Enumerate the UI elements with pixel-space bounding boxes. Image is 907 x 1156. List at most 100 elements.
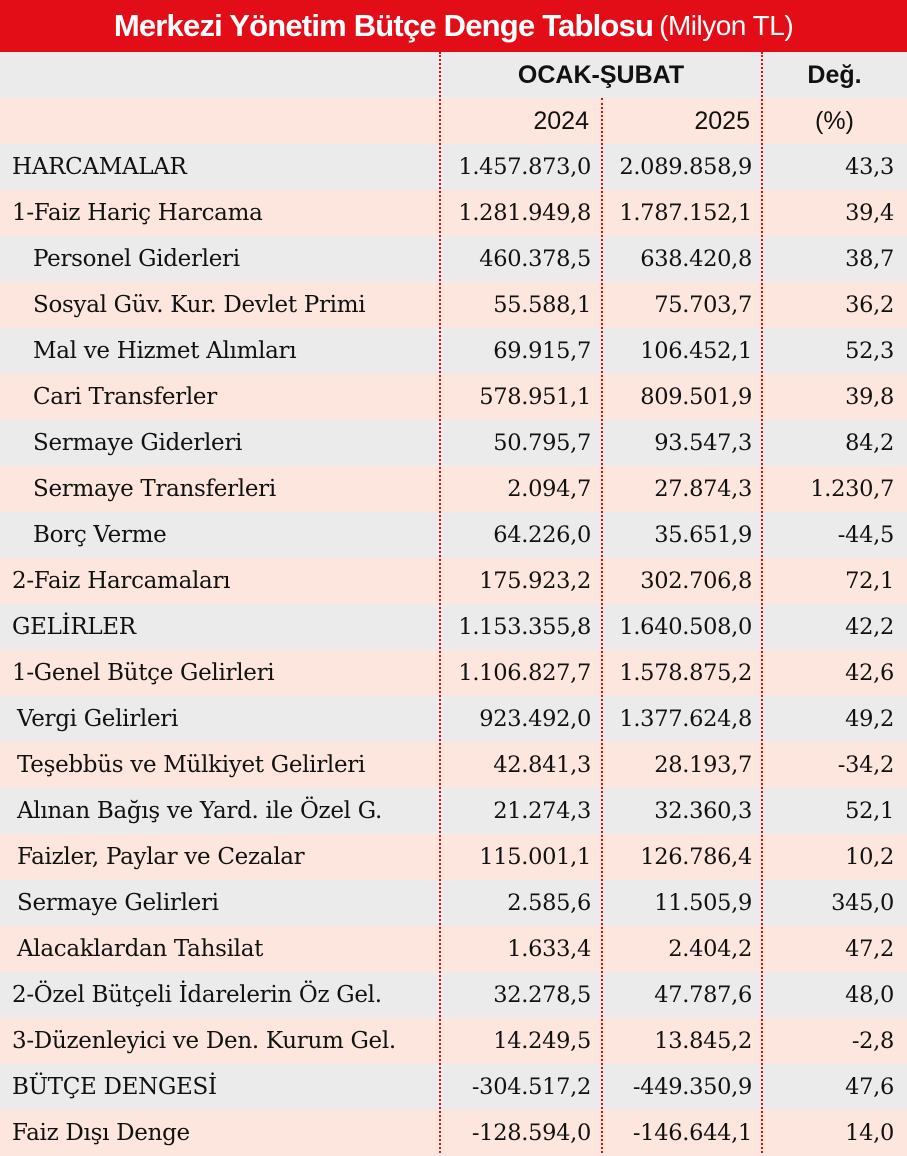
change-percent: 38,7 bbox=[845, 246, 894, 272]
value-2025: -449.350,9 bbox=[632, 1074, 752, 1100]
row-label: Mal ve Hizmet Alımları bbox=[33, 338, 297, 364]
row-label: 3-Düzenleyici ve Den. Kurum Gel. bbox=[12, 1028, 396, 1054]
value-2025: 93.547,3 bbox=[654, 430, 752, 456]
row-label: 2-Faiz Harcamaları bbox=[12, 568, 231, 594]
value-2024: 460.378,5 bbox=[479, 246, 591, 272]
value-2024: 115.001,1 bbox=[479, 844, 591, 870]
value-2024: 175.923,2 bbox=[479, 568, 591, 594]
column-divider bbox=[761, 52, 763, 1153]
change-percent: 1.230,7 bbox=[810, 476, 894, 502]
change-percent: 42,2 bbox=[845, 614, 894, 640]
table-title-bar: Merkezi Yönetim Bütçe Denge Tablosu (Mil… bbox=[0, 0, 907, 52]
value-2024: 1.457.873,0 bbox=[458, 154, 591, 180]
value-2025: 2.404,2 bbox=[668, 936, 752, 962]
table-row: 2-Özel Bütçeli İdarelerin Öz Gel. 32.278,… bbox=[0, 972, 907, 1018]
value-2024: -128.594,0 bbox=[471, 1120, 591, 1146]
value-2024: -304.517,2 bbox=[471, 1074, 591, 1100]
table-row: Teşebbüs ve Mülkiyet Gelirleri 42.841,3 28… bbox=[0, 742, 907, 788]
change-percent: 36,2 bbox=[845, 292, 894, 318]
row-label: Vergi Gelirleri bbox=[17, 706, 179, 732]
row-label: HARCAMALAR bbox=[12, 154, 187, 180]
header-row-period bbox=[0, 52, 907, 98]
row-label: BÜTÇE DENGESİ bbox=[12, 1074, 217, 1100]
value-2024: 55.588,1 bbox=[493, 292, 591, 318]
value-2024: 69.915,7 bbox=[493, 338, 591, 364]
value-2025: 106.452,1 bbox=[640, 338, 752, 364]
change-percent: 43,3 bbox=[845, 154, 894, 180]
table-row: HARCAMALAR 1.457.873,0 2.089.858,9 43,3 bbox=[0, 144, 907, 190]
value-2024: 1.281.949,8 bbox=[458, 200, 591, 226]
change-percent: 72,1 bbox=[845, 568, 894, 594]
table-row: Sermaye Gelirleri 2.585,6 11.505,9 345,0 bbox=[0, 880, 907, 926]
year-2025-header: 2025 bbox=[694, 106, 750, 135]
value-2025: -146.644,1 bbox=[632, 1120, 752, 1146]
value-2025: 47.787,6 bbox=[654, 982, 752, 1008]
change-percent: -34,2 bbox=[837, 752, 895, 778]
table-row: Personel Giderleri 460.378,5 638.420,8 38,7 bbox=[0, 236, 907, 282]
row-label: Faizler, Paylar ve Cezalar bbox=[17, 844, 305, 870]
value-2025: 28.193,7 bbox=[654, 752, 752, 778]
value-2024: 50.795,7 bbox=[493, 430, 591, 456]
value-2024: 923.492,0 bbox=[479, 706, 591, 732]
row-label: Faiz Dışı Denge bbox=[12, 1120, 190, 1146]
table-row: 1-Genel Bütçe Gelirleri 1.106.827,7 1.578.… bbox=[0, 650, 907, 696]
change-unit-header: (%) bbox=[815, 106, 854, 135]
value-2024: 64.226,0 bbox=[493, 522, 591, 548]
change-percent: 14,0 bbox=[845, 1120, 894, 1146]
value-2024: 1.153.355,8 bbox=[458, 614, 591, 640]
change-percent: 47,6 bbox=[845, 1074, 894, 1100]
table-row: Vergi Gelirleri 923.492,0 1.377.624,8 49,2 bbox=[0, 696, 907, 742]
value-2025: 2.089.858,9 bbox=[619, 154, 752, 180]
value-2025: 1.578.875,2 bbox=[619, 660, 752, 686]
row-label: 1-Faiz Hariç Harcama bbox=[12, 200, 263, 226]
table-row: 2-Faiz Harcamaları 175.923,2 302.706,8 72,1 bbox=[0, 558, 907, 604]
change-percent: 52,3 bbox=[845, 338, 894, 364]
column-divider bbox=[439, 52, 441, 1153]
table-row: Faizler, Paylar ve Cezalar 115.001,1 126.7… bbox=[0, 834, 907, 880]
table-row: BÜTÇE DENGESİ -304.517,2 -449.350,9 47,6 bbox=[0, 1064, 907, 1110]
table-row: Sermaye Giderleri 50.795,7 93.547,3 84,2 bbox=[0, 420, 907, 466]
value-2025: 1.787.152,1 bbox=[619, 200, 752, 226]
value-2024: 14.249,5 bbox=[493, 1028, 591, 1054]
row-label: GELİRLER bbox=[12, 614, 136, 640]
value-2024: 2.094,7 bbox=[507, 476, 591, 502]
row-label: Personel Giderleri bbox=[33, 246, 240, 272]
table-row: 1-Faiz Hariç Harcama 1.281.949,8 1.787.152… bbox=[0, 190, 907, 236]
row-label: Cari Transferler bbox=[33, 384, 217, 410]
value-2025: 809.501,9 bbox=[640, 384, 752, 410]
value-2025: 13.845,2 bbox=[654, 1028, 752, 1054]
row-label: Alacaklardan Tahsilat bbox=[17, 936, 264, 962]
header-row-years: 2024 2025 (%) bbox=[0, 98, 907, 144]
value-2025: 302.706,8 bbox=[640, 568, 752, 594]
row-label: 2-Özel Bütçeli İdarelerin Öz Gel. bbox=[12, 982, 382, 1008]
change-percent: 10,2 bbox=[845, 844, 894, 870]
value-2025: 75.703,7 bbox=[654, 292, 752, 318]
table-row: Alacaklardan Tahsilat 1.633,4 2.404,2 47,2 bbox=[0, 926, 907, 972]
value-2025: 32.360,3 bbox=[654, 798, 752, 824]
change-percent: -44,5 bbox=[837, 522, 895, 548]
row-label: Sermaye Gelirleri bbox=[17, 890, 219, 916]
change-percent: 42,6 bbox=[845, 660, 894, 686]
value-2025: 638.420,8 bbox=[640, 246, 752, 272]
table-row: Faiz Dışı Denge -128.594,0 -146.644,1 14,0 bbox=[0, 1110, 907, 1156]
year-2024-header: 2024 bbox=[533, 106, 589, 135]
value-2024: 1.633,4 bbox=[507, 936, 591, 962]
value-2024: 42.841,3 bbox=[493, 752, 591, 778]
row-label: 1-Genel Bütçe Gelirleri bbox=[12, 660, 275, 686]
row-label: Sermaye Giderleri bbox=[33, 430, 243, 456]
table-row: 3-Düzenleyici ve Den. Kurum Gel. 14.249,5… bbox=[0, 1018, 907, 1064]
change-percent: 52,1 bbox=[845, 798, 894, 824]
row-label: Sosyal Güv. Kur. Devlet Primi bbox=[33, 292, 366, 318]
table-row: Alınan Bağış ve Yard. ile Özel G. 21.274,… bbox=[0, 788, 907, 834]
change-header: Değ. bbox=[807, 60, 862, 89]
budget-table: 2024 2025 (%) HARCAMALAR 1.457.873,0 2.089… bbox=[0, 52, 907, 1156]
row-label: Sermaye Transferleri bbox=[33, 476, 276, 502]
value-2025: 35.651,9 bbox=[654, 522, 752, 548]
table-row: Mal ve Hizmet Alımları 69.915,7 106.452,1 5… bbox=[0, 328, 907, 374]
value-2025: 27.874,3 bbox=[654, 476, 752, 502]
value-2024: 32.278,5 bbox=[493, 982, 591, 1008]
change-percent: -2,8 bbox=[851, 1028, 894, 1054]
change-percent: 345,0 bbox=[831, 890, 894, 916]
value-2024: 2.585,6 bbox=[507, 890, 591, 916]
change-percent: 39,8 bbox=[845, 384, 894, 410]
